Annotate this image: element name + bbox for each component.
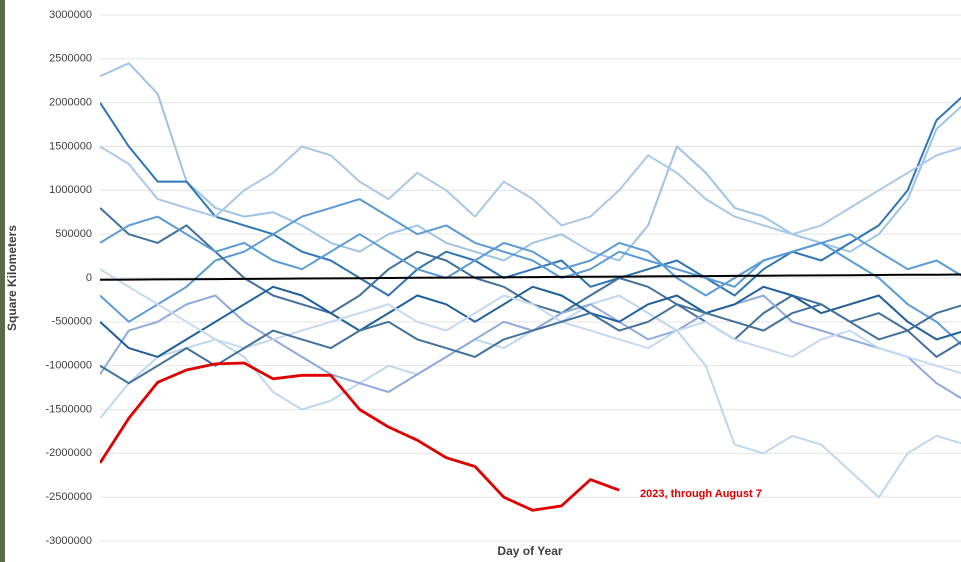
y-tick-label: -2500000 [46, 491, 93, 503]
y-tick-label: -1500000 [46, 403, 93, 415]
series-line [100, 294, 961, 499]
series-line [100, 215, 961, 297]
series-line [100, 303, 961, 385]
y-tick-label: 0 [86, 272, 92, 284]
series-line [100, 96, 961, 297]
y-tick-label: -1000000 [46, 360, 93, 372]
y-tick-label: -500000 [52, 316, 92, 328]
edge-strip [0, 0, 5, 562]
series-line [100, 273, 961, 281]
y-tick-label: 2500000 [49, 53, 92, 65]
annotation: 2023, through August 7 [640, 488, 762, 500]
y-tick-label: 1500000 [49, 140, 92, 152]
series-line [100, 145, 961, 236]
x-axis-title: Day of Year [497, 544, 562, 558]
y-tick-label: 1000000 [49, 184, 92, 196]
series-line [100, 62, 961, 262]
y-tick-label: -3000000 [46, 535, 93, 547]
y-tick-label: 500000 [55, 228, 92, 240]
y-axis-title: Square Kilometers [5, 225, 19, 331]
series-line [100, 361, 620, 512]
y-tick-label: 2000000 [49, 97, 92, 109]
y-tick-label: -2000000 [46, 447, 93, 459]
series-line [100, 285, 961, 358]
y-tick-label: 3000000 [49, 9, 92, 21]
